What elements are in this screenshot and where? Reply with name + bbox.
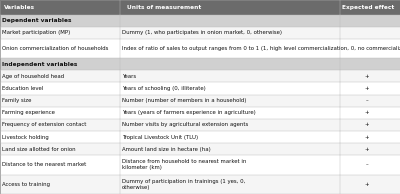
Text: Years of schooling (0, illiterate): Years of schooling (0, illiterate)	[122, 86, 206, 91]
Text: Index of ratio of sales to output ranges from 0 to 1 (1, high level commercializ: Index of ratio of sales to output ranges…	[122, 46, 400, 51]
Text: Tropical Livestock Unit (TLU): Tropical Livestock Unit (TLU)	[122, 134, 198, 139]
Text: +: +	[365, 122, 369, 127]
Bar	[0, 15, 400, 27]
Bar	[0, 0, 400, 15]
Bar	[0, 143, 400, 155]
Text: Access to training: Access to training	[2, 182, 50, 187]
Text: Expected effect: Expected effect	[342, 5, 394, 10]
Text: Market participation (MP): Market participation (MP)	[2, 30, 70, 35]
Text: +: +	[365, 74, 369, 79]
Text: Education level: Education level	[2, 86, 43, 91]
Text: Farming experience: Farming experience	[2, 110, 55, 115]
Text: +: +	[365, 147, 369, 152]
Text: Dummy of participation in trainings (1 yes, 0,
otherwise): Dummy of participation in trainings (1 y…	[122, 179, 245, 190]
Text: –: –	[366, 162, 368, 167]
Bar	[0, 175, 400, 194]
Text: Livestock holding: Livestock holding	[2, 134, 49, 139]
Text: Amount land size in hectare (ha): Amount land size in hectare (ha)	[122, 147, 211, 152]
Text: Number (number of members in a household): Number (number of members in a household…	[122, 98, 246, 103]
Text: Dependent variables: Dependent variables	[2, 18, 72, 23]
Bar	[0, 82, 400, 94]
Bar	[0, 119, 400, 131]
Text: Dummy (1, who participates in onion market, 0, otherwise): Dummy (1, who participates in onion mark…	[122, 30, 282, 35]
Bar	[0, 155, 400, 175]
Bar	[0, 58, 400, 70]
Bar	[0, 70, 400, 82]
Text: Onion commercialization of households: Onion commercialization of households	[2, 46, 108, 51]
Text: Land size allotted for onion: Land size allotted for onion	[2, 147, 76, 152]
Text: Distance to the nearest market: Distance to the nearest market	[2, 162, 86, 167]
Text: +: +	[365, 134, 369, 139]
Text: Number visits by agricultural extension agents: Number visits by agricultural extension …	[122, 122, 248, 127]
Bar	[0, 94, 400, 107]
Bar	[0, 107, 400, 119]
Text: +: +	[365, 182, 369, 187]
Bar	[0, 27, 400, 39]
Bar	[0, 39, 400, 58]
Text: Age of household head: Age of household head	[2, 74, 64, 79]
Text: Years: Years	[122, 74, 136, 79]
Bar	[0, 131, 400, 143]
Text: +: +	[365, 110, 369, 115]
Text: Family size: Family size	[2, 98, 31, 103]
Text: +: +	[365, 86, 369, 91]
Text: Frequency of extension contact: Frequency of extension contact	[2, 122, 86, 127]
Text: Years (years of farmers experience in agriculture): Years (years of farmers experience in ag…	[122, 110, 256, 115]
Text: –: –	[366, 98, 368, 103]
Text: Variables: Variables	[4, 5, 35, 10]
Text: Distance from household to nearest market in
kilometer (km): Distance from household to nearest marke…	[122, 159, 246, 171]
Text: Units of measurement: Units of measurement	[126, 5, 201, 10]
Text: Independent variables: Independent variables	[2, 62, 77, 67]
